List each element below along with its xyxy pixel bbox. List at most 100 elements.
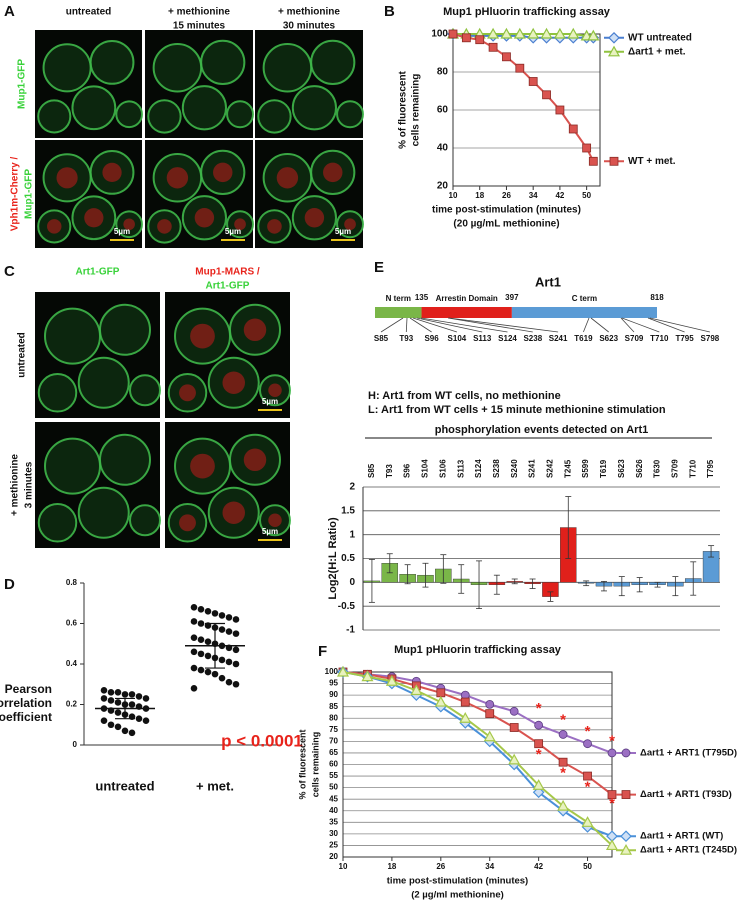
h-l-legend: L: Art1 from WT cells + 15 minute methio… — [368, 404, 666, 416]
x-tick-label: S626 — [635, 459, 644, 478]
chart-title: Mup1 pHluorin trafficking assay — [394, 644, 562, 656]
marker — [500, 27, 513, 39]
scale-bar-label: 5µm — [262, 397, 278, 406]
site-label: T93 — [399, 334, 413, 343]
cell — [44, 307, 101, 365]
legend-label: Δart1 + ART1 (WT) — [640, 831, 723, 842]
dot — [197, 620, 205, 627]
site-label: S96 — [424, 334, 439, 343]
site-label: S113 — [473, 334, 492, 343]
marker — [336, 665, 350, 677]
dot — [100, 687, 108, 694]
dot — [114, 689, 122, 696]
y-tick-label: -0.5 — [338, 601, 356, 612]
y-tick-label: 20 — [437, 181, 449, 192]
site-leader — [647, 317, 685, 333]
x-axis-title: time post-stimulation (minutes) — [387, 876, 528, 887]
row-label: 3 minutes — [24, 461, 35, 508]
vacuole — [84, 208, 104, 228]
marker — [587, 29, 600, 41]
dot — [114, 723, 122, 731]
dot — [100, 717, 108, 724]
x-axis-title: time post-stimulation (minutes) — [432, 205, 581, 216]
dot — [204, 638, 212, 646]
y-tick-label: 20 — [329, 852, 338, 861]
marker — [509, 706, 519, 716]
vacuole — [323, 162, 343, 183]
panel-letter: E — [374, 259, 384, 276]
x-tick-label: S96 — [403, 463, 412, 478]
domain-boundary: 818 — [650, 293, 664, 302]
site-label: S238 — [523, 334, 542, 343]
cell — [291, 85, 337, 131]
cell — [44, 437, 101, 495]
site-label: T619 — [574, 334, 593, 343]
dot — [211, 670, 219, 678]
x-tick-label: 18 — [387, 862, 396, 871]
annotation: * — [560, 712, 566, 729]
y-tick-label: 100 — [431, 29, 448, 40]
marker — [485, 699, 495, 709]
domain-title: Art1 — [535, 274, 561, 289]
site-leader — [416, 317, 483, 333]
marker — [459, 712, 472, 723]
vacuole — [179, 384, 196, 402]
vacuole — [190, 323, 215, 349]
marker — [527, 27, 540, 39]
domain-name: N term — [386, 294, 411, 303]
marker — [385, 675, 398, 686]
legend-label: Δart1 + met. — [628, 46, 686, 57]
column-header: Mup1-MARS / — [195, 267, 260, 278]
dot — [190, 604, 198, 611]
y-tick-label: 40 — [437, 143, 449, 154]
y-tick-label: 80 — [329, 713, 338, 722]
cell — [310, 39, 356, 86]
vacuole — [243, 318, 267, 342]
dot — [204, 608, 212, 615]
marker — [558, 730, 568, 739]
y-tick-label: 40 — [329, 806, 338, 815]
x-axis-title: (2 µg/ml methionine) — [411, 890, 504, 901]
y-tick-label: 50 — [329, 783, 338, 792]
annotation: * — [609, 732, 615, 749]
marker — [436, 688, 446, 698]
site-leader — [412, 317, 458, 333]
cell — [262, 43, 313, 93]
y-tick-label: 1.5 — [341, 505, 355, 516]
marker — [553, 27, 566, 39]
dot — [107, 689, 115, 696]
y-tick-label: 30 — [329, 829, 338, 838]
site-leader — [448, 317, 559, 333]
dot — [218, 656, 226, 664]
y-tick-label: 60 — [437, 105, 449, 116]
vacuole — [194, 208, 215, 228]
dot — [142, 717, 150, 724]
marker — [542, 90, 551, 100]
y-tick-label: 0.5 — [341, 553, 355, 564]
marker — [509, 723, 519, 732]
site-leader — [409, 317, 432, 333]
legend-marker — [608, 31, 620, 44]
vacuole — [267, 219, 282, 234]
series-line — [342, 671, 613, 754]
vacuole — [222, 371, 245, 394]
x-axis-title: (20 µg/mL methionine) — [453, 219, 559, 230]
site-label: S104 — [448, 334, 467, 343]
cell — [147, 99, 182, 134]
dot — [197, 606, 205, 613]
y-tick-label: 70 — [329, 736, 338, 745]
y-tick-label: 95 — [329, 679, 338, 688]
vacuole — [304, 208, 325, 228]
dot — [204, 652, 212, 660]
y-tick-label: 80 — [437, 67, 449, 78]
x-tick-label: 34 — [485, 862, 494, 871]
dot — [232, 680, 240, 688]
vacuole — [268, 383, 282, 398]
marker — [540, 27, 553, 39]
cell — [37, 373, 78, 413]
marker — [583, 771, 592, 781]
column-header: Art1-GFP — [76, 267, 120, 278]
vacuole — [268, 513, 282, 528]
x-tick-label: S104 — [421, 459, 430, 478]
dot — [114, 699, 122, 706]
